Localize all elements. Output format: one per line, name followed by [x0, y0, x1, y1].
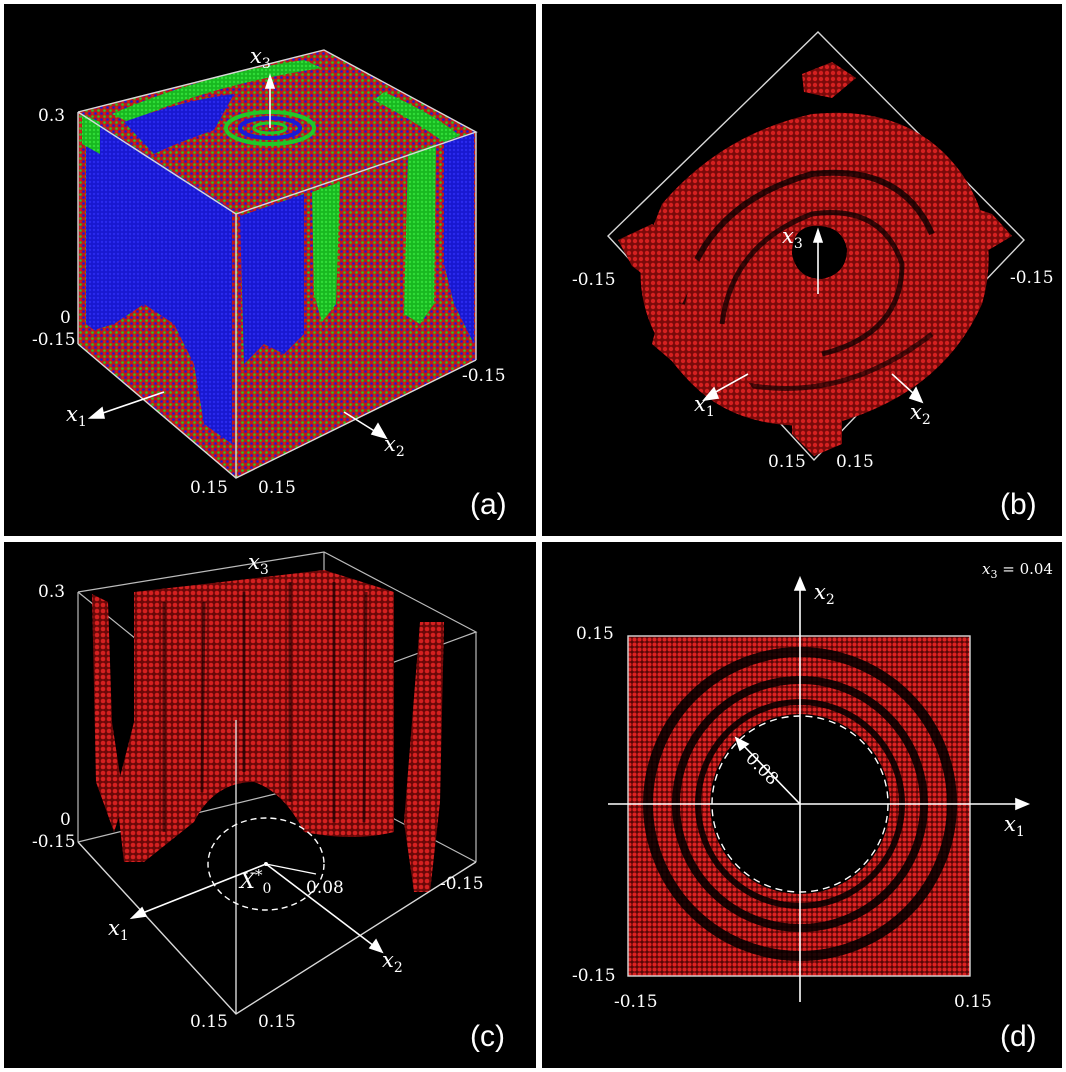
tick-x1-min: -0.15: [614, 992, 658, 1012]
tick-x1-max: 0.15: [190, 478, 228, 498]
tick-x1-max: 0.15: [768, 452, 806, 472]
radius-label: 0.08: [306, 878, 344, 898]
red-fragment-bottom: [792, 400, 842, 456]
axis-arrows: [87, 73, 388, 440]
red-wall-main: [116, 570, 394, 862]
axis-arrows: [129, 863, 384, 954]
axis-label-x2: x2: [384, 432, 405, 461]
tick-x3-zero: 0: [60, 308, 71, 328]
radius-line: [265, 863, 317, 875]
tick-x2-max: 0.15: [576, 624, 614, 644]
axis-label-x3: x3: [250, 44, 271, 73]
basin-cube-plot: [77, 49, 478, 479]
blue-region-right-2: [444, 132, 474, 344]
tick-x1-max: 0.15: [190, 1012, 228, 1032]
axis-label-x2: x2: [382, 948, 403, 977]
slice-annotation: x3 = 0.04: [982, 560, 1053, 581]
panel-label-c: (c): [470, 1020, 505, 1053]
cube-frame-front: [77, 720, 477, 1015]
panel-label-d: (d): [1000, 1020, 1037, 1053]
dashed-radius-circle: [207, 817, 325, 911]
tick-x2-min: -0.15: [1010, 268, 1054, 288]
spiral-gap-3: [741, 332, 934, 391]
tick-x3-zero: 0: [60, 810, 71, 830]
spiral-gap-1: [679, 169, 935, 305]
panel-a: x3 x1 x2 0.3 0 -0.15 -0.15 0.15 0.15 (a): [4, 4, 536, 536]
axis-label-x2: x2: [814, 580, 835, 609]
green-arc-top-2: [374, 92, 460, 142]
tick-x1-min: -0.15: [32, 330, 76, 350]
blue-region-right: [240, 194, 304, 364]
tick-x2-min: -0.15: [462, 366, 506, 386]
red-fragment-right: [958, 204, 1012, 254]
tick-x3-max: 0.3: [38, 106, 66, 126]
tick-x2-min: -0.15: [440, 874, 484, 894]
tick-x1-min: -0.15: [32, 832, 76, 852]
axis-label-x1: x1: [694, 392, 715, 421]
tick-x3-max: 0.3: [38, 582, 66, 602]
dark-streaks: [162, 582, 368, 832]
blue-region-left: [86, 116, 232, 444]
tick-x1-max: 0.15: [954, 992, 992, 1012]
spiral-gap-2: [719, 210, 905, 357]
axis-label-x3: x3: [782, 224, 803, 253]
panel-b: x3 x1 x2 -0.15 -0.15 0.15 0.15 (b): [542, 4, 1062, 536]
axis-arrows: [702, 227, 924, 404]
axis-label-x3: x3: [248, 550, 269, 579]
basin-slice-plot: [608, 575, 1031, 1002]
green-strip-1: [312, 182, 340, 322]
tick-x2-max: 0.15: [836, 452, 874, 472]
axis-label-x1: x1: [108, 916, 129, 945]
red-fragment-left: [618, 224, 702, 304]
axis-label-x1: x1: [66, 402, 87, 431]
fixed-point-label: X*0: [240, 866, 272, 898]
tick-x2-max: 0.15: [258, 478, 296, 498]
slice-frame: [627, 635, 971, 977]
red-fragment-lowleft: [652, 304, 772, 414]
basin-top-view-plot: [607, 31, 1025, 462]
blue-arc-top: [124, 94, 234, 154]
axis-lines: [608, 575, 1031, 1002]
red-wall-right: [404, 622, 444, 892]
axis-label-x2: x2: [910, 400, 931, 429]
axis-label-x1: x1: [1004, 812, 1025, 841]
tick-x1-min: -0.15: [572, 270, 616, 290]
basin-red-cube-plot: [77, 551, 478, 1015]
red-wall-left: [92, 594, 124, 832]
green-strip-2: [404, 144, 436, 324]
cube-frame: [77, 49, 478, 479]
tick-x2-min: -0.15: [572, 966, 616, 986]
panel-d: x2 x1 x3 = 0.04 0.15 -0.15 -0.15 0.15 0.…: [542, 542, 1062, 1068]
panel-label-b: (b): [1000, 488, 1037, 521]
panel-c: x3 x1 x2 0.3 0 -0.15 -0.15 0.15 0.15 X*0…: [4, 542, 536, 1068]
red-fragment-top: [802, 62, 856, 98]
panel-label-a: (a): [470, 488, 507, 521]
tick-x2-max: 0.15: [258, 1012, 296, 1032]
